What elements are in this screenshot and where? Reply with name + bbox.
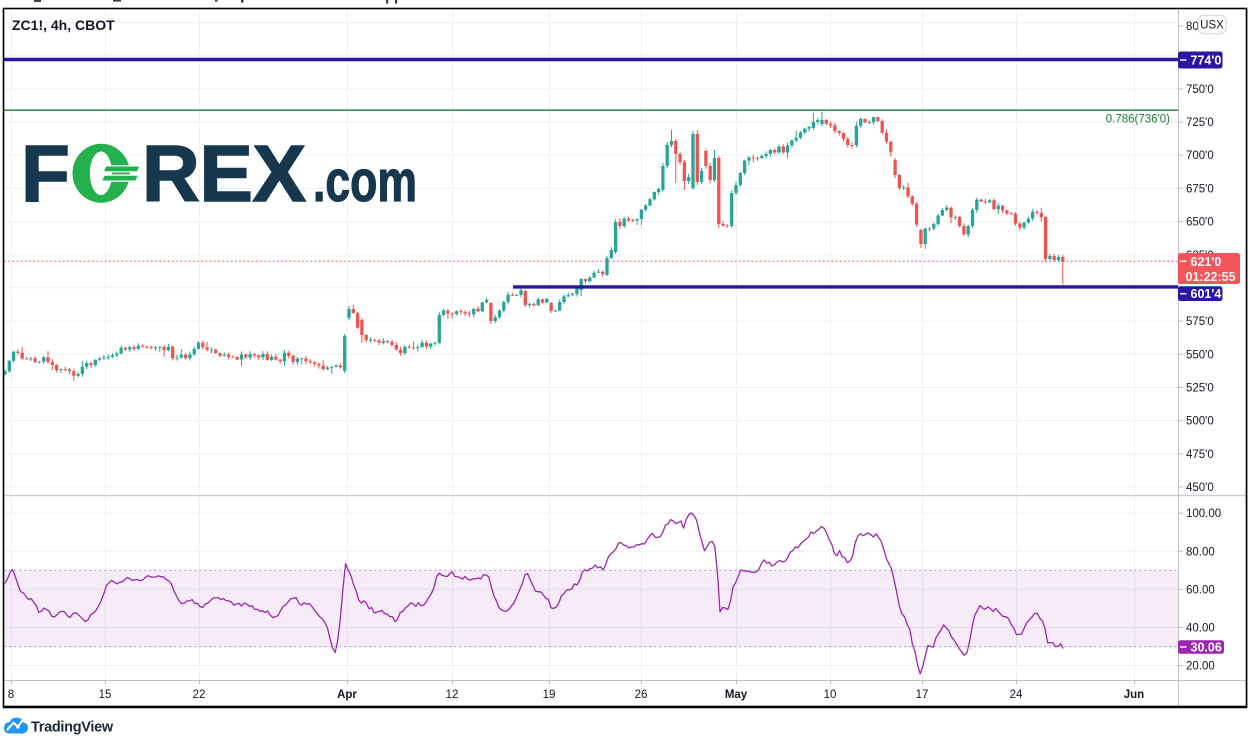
- svg-text:12: 12: [446, 689, 459, 701]
- svg-text:80.00: 80.00: [1186, 546, 1215, 558]
- svg-text:750'0: 750'0: [1186, 84, 1214, 96]
- svg-text:Jun: Jun: [1124, 689, 1144, 701]
- svg-text:601'4: 601'4: [1191, 287, 1222, 301]
- svg-text:15: 15: [99, 689, 112, 701]
- svg-text:TradingView: TradingView: [31, 720, 114, 736]
- svg-text:60.00: 60.00: [1186, 584, 1215, 596]
- svg-text:May: May: [725, 689, 748, 701]
- svg-text:REX: REX: [142, 129, 306, 218]
- svg-text:20.00: 20.00: [1186, 661, 1215, 673]
- svg-text:17: 17: [916, 689, 929, 701]
- svg-text:725'0: 725'0: [1186, 117, 1214, 129]
- svg-text:100.00: 100.00: [1186, 508, 1221, 520]
- svg-text:575'0: 575'0: [1186, 316, 1214, 328]
- svg-text:19: 19: [543, 689, 556, 701]
- svg-text:F: F: [21, 129, 70, 218]
- svg-text:675'0: 675'0: [1186, 183, 1214, 195]
- svg-text:10: 10: [824, 689, 837, 701]
- svg-text:01:22:55: 01:22:55: [1186, 270, 1236, 284]
- svg-text:621'0: 621'0: [1191, 255, 1222, 269]
- svg-text:550'0: 550'0: [1186, 349, 1214, 361]
- svg-text:Apr: Apr: [337, 689, 357, 701]
- svg-text:774'0: 774'0: [1191, 54, 1222, 68]
- svg-text:650'0: 650'0: [1186, 217, 1214, 229]
- svg-text:500'0: 500'0: [1186, 416, 1214, 428]
- svg-text:450'0: 450'0: [1186, 482, 1214, 494]
- svg-text:0.786(736'0): 0.786(736'0): [1106, 114, 1170, 126]
- svg-text:22: 22: [193, 689, 206, 701]
- svg-text:ZC1!, 4h, CBOT: ZC1!, 4h, CBOT: [12, 17, 115, 33]
- svg-text:40.00: 40.00: [1186, 623, 1215, 635]
- svg-text:8: 8: [8, 689, 14, 701]
- svg-text:475'0: 475'0: [1186, 449, 1214, 461]
- svg-text:525'0: 525'0: [1186, 383, 1214, 395]
- svg-text:USX: USX: [1200, 20, 1224, 32]
- svg-text:24: 24: [1010, 689, 1023, 701]
- svg-text:.com: .com: [313, 149, 417, 214]
- svg-text:26: 26: [635, 689, 648, 701]
- svg-text:30.06: 30.06: [1191, 641, 1222, 655]
- svg-text:700'0: 700'0: [1186, 150, 1214, 162]
